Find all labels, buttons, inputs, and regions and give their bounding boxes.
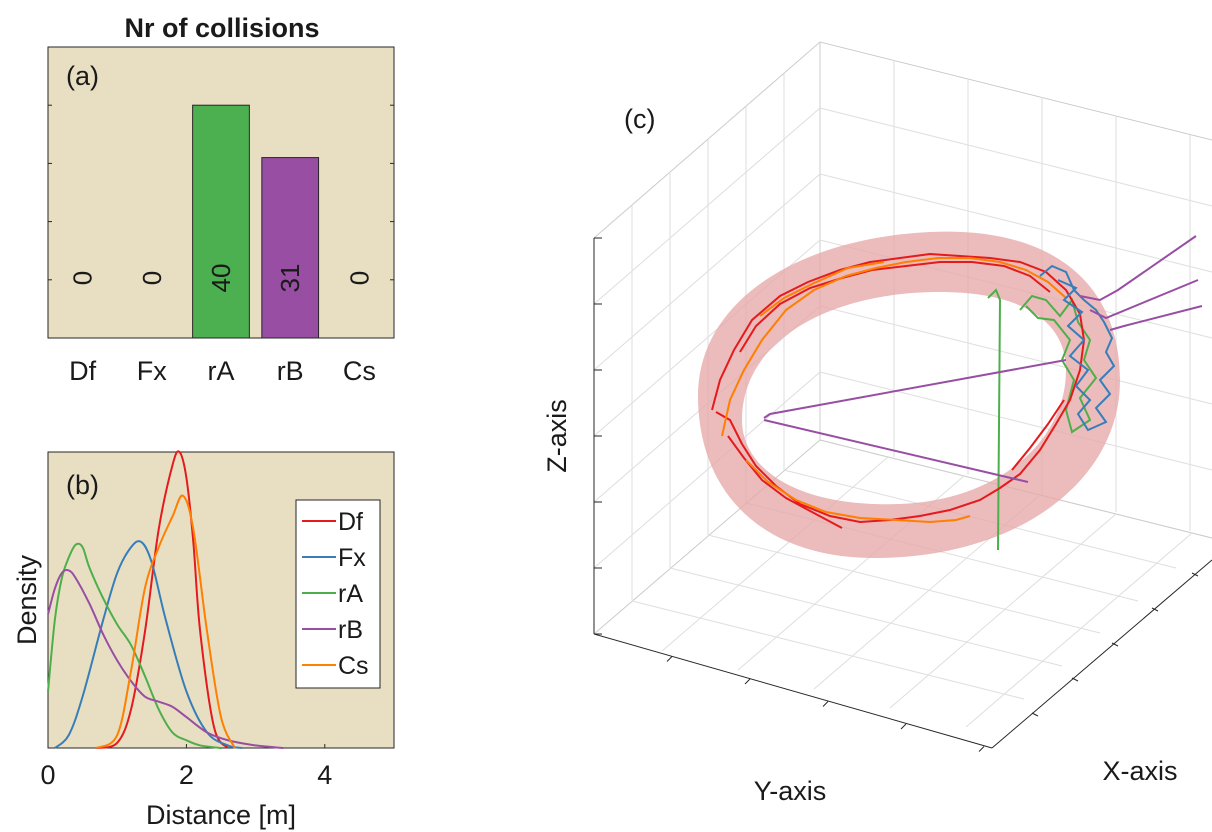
panel-c-trajectories — [711, 235, 1203, 551]
trajectory-rA — [987, 288, 1098, 551]
panel-c-axis-ticks — [594, 237, 1199, 752]
panel-a-y-ticks — [48, 104, 394, 281]
x-tick — [1191, 572, 1199, 577]
y-tick — [978, 746, 985, 752]
x-tick — [1111, 642, 1119, 647]
x-tick — [1071, 677, 1079, 682]
legend-label-Fx: Fx — [338, 544, 366, 572]
x-tick-label: 4 — [317, 760, 332, 790]
panel-c-label: (c) — [624, 104, 655, 134]
panel-c-z-axis-label: Z-axis — [542, 399, 572, 473]
legend-label-rA: rA — [338, 580, 363, 608]
x-tick — [1031, 712, 1039, 717]
legend-label-Df: Df — [338, 508, 363, 536]
panel-a-bar-chart: Nr of collisions (a) 0 0 40 31 0 Df Fx rA rB Cs — [47, 13, 395, 386]
legend-label-Cs: Cs — [338, 652, 369, 680]
category-label-rA: rA — [208, 356, 235, 386]
panel-c-3d-plot: (c) Z-axis Y-axis X-axis — [542, 41, 1212, 806]
trajectory-rB — [763, 235, 1203, 483]
density-line-rB — [47, 569, 284, 749]
density-line-Df — [96, 450, 229, 749]
value-label-Cs: 0 — [344, 271, 374, 285]
panel-b-y-axis-label: Density — [12, 554, 42, 645]
density-line-Cs — [95, 494, 236, 749]
panel-a-title: Nr of collisions — [124, 13, 319, 43]
trajectory-Cs — [721, 257, 1067, 524]
panel-c-torus-surface — [698, 231, 1120, 559]
bar-rA — [192, 104, 250, 339]
y-tick — [822, 701, 829, 707]
legend-label-rB: rB — [338, 616, 363, 644]
trajectory-Fx — [1039, 264, 1116, 432]
panel-b-density-lines — [47, 450, 284, 749]
panel-c-y-axis-label: Y-axis — [754, 776, 827, 806]
panel-a-category-labels: Df Fx rA rB Cs — [69, 356, 376, 386]
y-tick — [666, 656, 673, 662]
panel-b-legend: Df Fx rA rB Cs — [295, 499, 381, 689]
value-label-rA: 40 — [206, 264, 236, 293]
panel-a-label: (a) — [66, 61, 99, 91]
value-label-Df: 0 — [68, 271, 98, 285]
trajectory-Df — [711, 252, 1086, 529]
value-label-rB: 31 — [275, 264, 305, 293]
bar-rB — [261, 157, 320, 339]
panel-b-x-axis-label: Distance [m] — [146, 800, 296, 830]
panel-a-bars — [192, 104, 320, 339]
torus-ring — [698, 231, 1120, 559]
value-label-Fx: 0 — [137, 271, 167, 285]
density-line-rA — [47, 542, 222, 749]
category-label-Df: Df — [69, 356, 96, 386]
category-label-Cs: Cs — [343, 356, 376, 386]
y-tick — [744, 678, 751, 685]
x-tick — [1151, 607, 1159, 612]
category-label-rB: rB — [277, 356, 304, 386]
panel-c-x-axis-label: X-axis — [1102, 756, 1177, 786]
panel-a-value-labels: 0 0 40 31 0 — [68, 264, 375, 293]
panel-b-x-ticks: 0 2 4 — [40, 744, 332, 790]
x-tick-label: 2 — [179, 760, 194, 790]
y-tick — [900, 723, 907, 730]
panel-b-label: (b) — [66, 470, 99, 500]
panel-b-density-chart: (b) 0 2 4 Distance [m] Density Df Fx rA rB Cs — [12, 450, 395, 830]
x-tick-label: 0 — [40, 760, 55, 790]
category-label-Fx: Fx — [137, 356, 167, 386]
